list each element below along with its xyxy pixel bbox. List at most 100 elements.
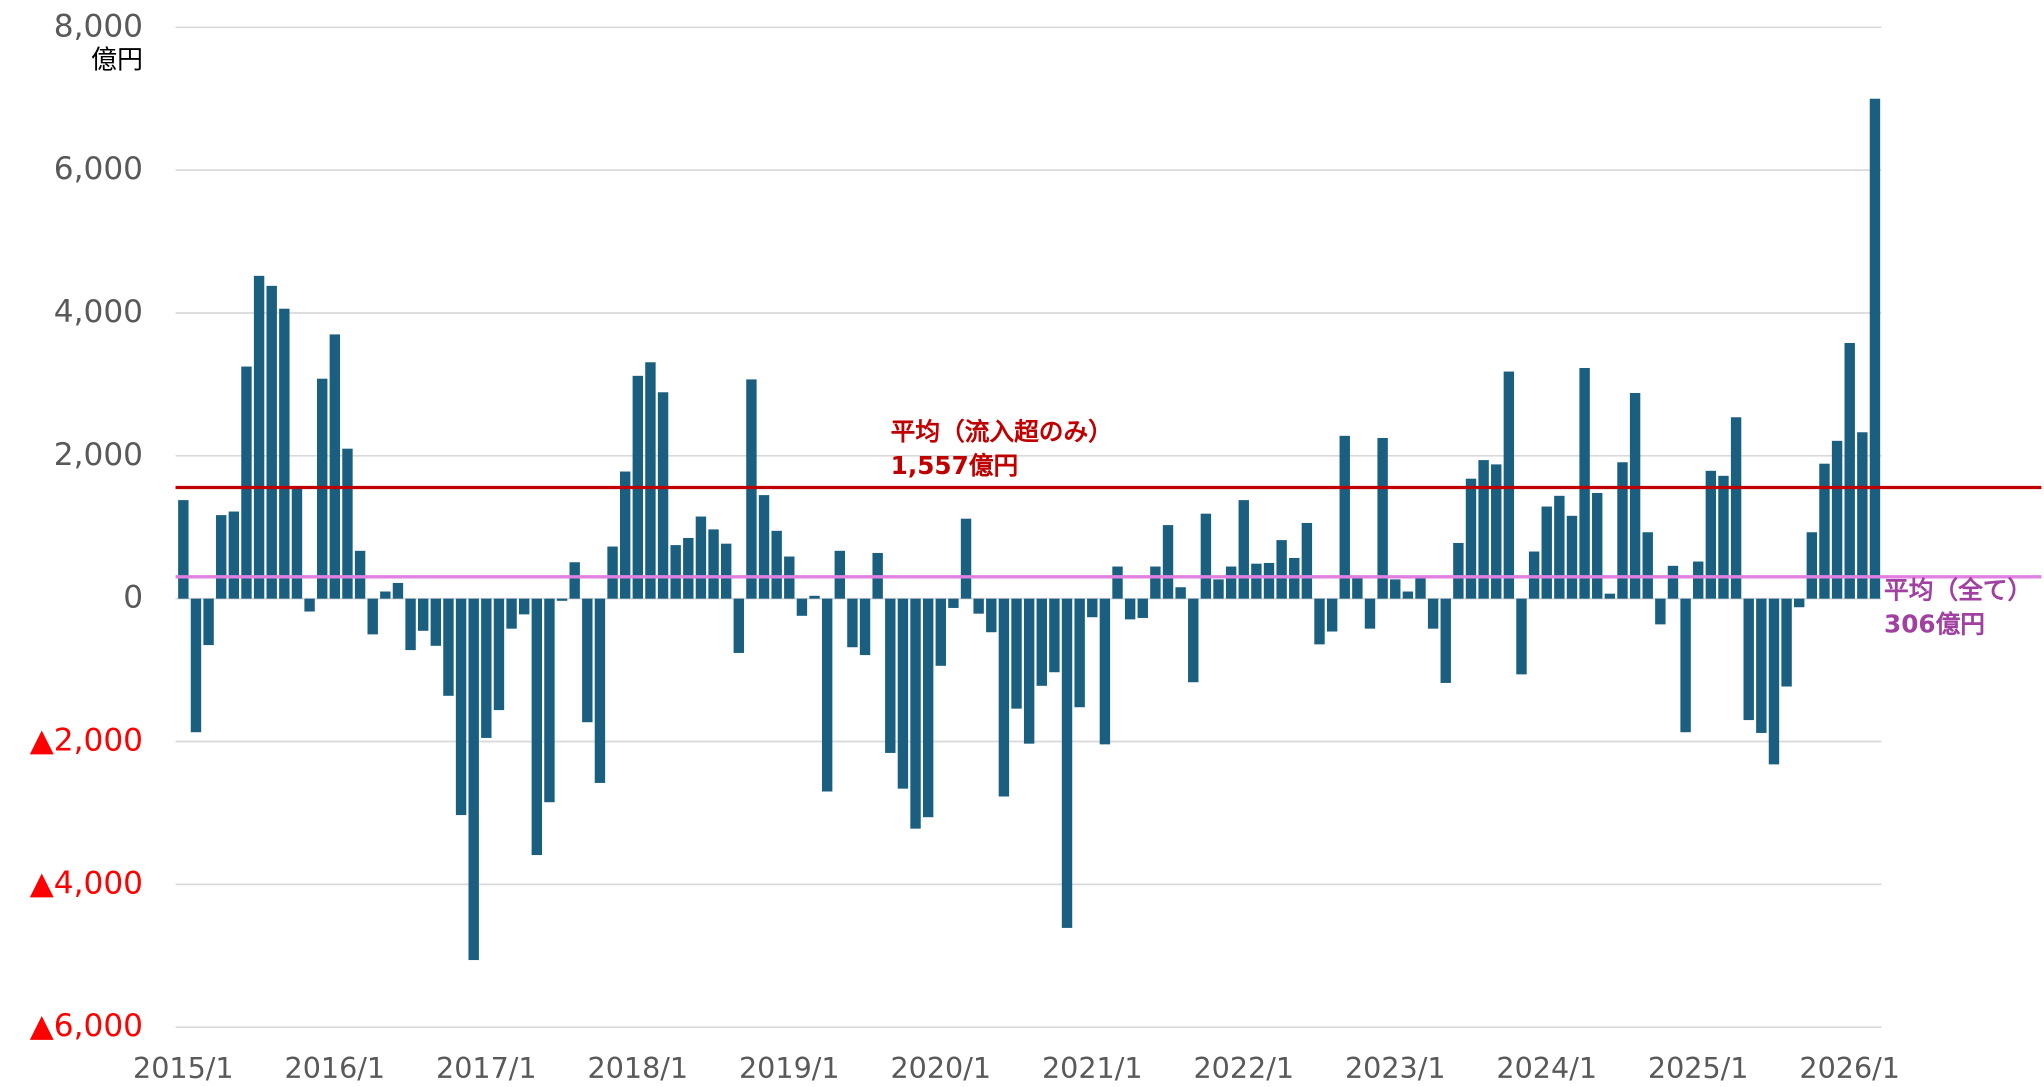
bar: [556, 598, 568, 601]
bar: [1579, 367, 1590, 599]
bar: [329, 334, 341, 599]
bar: [771, 530, 782, 599]
bar: [1124, 598, 1136, 620]
bar: [216, 515, 227, 599]
bar: [1629, 392, 1641, 599]
bar: [1137, 598, 1148, 618]
bar: [531, 598, 543, 856]
bar: [1314, 598, 1325, 645]
bar: [1781, 598, 1792, 687]
bar: [569, 562, 580, 599]
bar: [1023, 598, 1035, 744]
x-tick-label: 2025/1: [1648, 1051, 1749, 1085]
x-tick-label: 2022/1: [1193, 1051, 1294, 1085]
bar: [506, 598, 517, 629]
x-tick-label: 2026/1: [1799, 1051, 1900, 1085]
bar: [241, 366, 252, 599]
x-tick-label: 2021/1: [1042, 1051, 1143, 1085]
bar: [544, 598, 555, 803]
average-value-label: 1,557億円: [891, 451, 1018, 480]
bar: [1074, 598, 1085, 708]
bar: [1175, 587, 1186, 599]
bar: [1301, 522, 1313, 599]
bar: [279, 308, 290, 599]
x-tick-label: 2016/1: [285, 1051, 386, 1085]
bar: [1705, 470, 1717, 599]
bar: [342, 448, 353, 599]
bar: [253, 275, 265, 599]
bar: [1377, 437, 1388, 599]
bar: [796, 598, 808, 616]
bar: [645, 362, 656, 599]
y-tick-label: 0: [123, 580, 143, 616]
bar: [1200, 513, 1212, 599]
bar: [998, 598, 1010, 797]
bar: [834, 550, 845, 599]
x-tick-label: 2019/1: [739, 1051, 840, 1085]
bar: [304, 598, 315, 612]
bar: [1667, 565, 1679, 599]
bar: [1036, 598, 1047, 686]
bar: [1756, 598, 1767, 733]
bar: [695, 516, 707, 599]
bar: [960, 518, 972, 599]
bar: [1794, 598, 1805, 608]
bar: [1730, 417, 1742, 599]
bar: [670, 545, 681, 599]
bar: [468, 598, 479, 961]
bar: [657, 392, 669, 599]
bar: [1150, 566, 1161, 599]
bar: [418, 598, 429, 631]
average-label: 平均（全て）: [1884, 576, 2032, 605]
y-tick-label: 8,000: [54, 8, 143, 44]
bar: [1188, 598, 1199, 683]
bar: [1554, 495, 1565, 599]
bar: [203, 598, 214, 646]
bar: [619, 471, 631, 599]
bar: [1402, 591, 1414, 599]
bar: [481, 598, 492, 738]
bar: [1516, 598, 1527, 675]
bar: [733, 598, 745, 653]
bar: [1869, 98, 1881, 599]
bar: [897, 598, 909, 789]
bar: [758, 495, 770, 599]
y-tick-label: 2,000: [54, 437, 143, 473]
bar: [1819, 463, 1830, 599]
bar: [1642, 532, 1653, 599]
bar: [1225, 566, 1237, 599]
bar: [1276, 540, 1287, 599]
x-tick-label: 2024/1: [1496, 1051, 1597, 1085]
x-tick-label: 2015/1: [133, 1051, 234, 1085]
bar: [1427, 598, 1439, 629]
bar: [1364, 598, 1376, 629]
bar: [1806, 532, 1818, 599]
y-tick-label: 4,000: [54, 294, 143, 330]
bar: [1478, 460, 1489, 599]
bar: [1087, 598, 1098, 618]
bar: [1162, 525, 1174, 599]
bar: [1680, 598, 1691, 733]
y-tick-label: ▲6,000: [30, 1008, 143, 1044]
bar: [809, 595, 820, 599]
bar: [720, 543, 732, 599]
y-unit: 億円: [91, 46, 143, 76]
bar: [380, 591, 391, 599]
bar: [178, 500, 189, 599]
x-tick-label: 2023/1: [1345, 1051, 1446, 1085]
bar: [986, 598, 997, 633]
bar: [594, 598, 606, 783]
bar: [1263, 562, 1275, 599]
bar: [683, 537, 694, 599]
bar: [948, 598, 959, 608]
bar: [1831, 440, 1843, 599]
bar: [354, 550, 366, 599]
bar: [1415, 577, 1426, 599]
bar: [1112, 566, 1123, 599]
bar: [1528, 551, 1540, 599]
bar: [518, 598, 530, 615]
bar: [885, 598, 896, 753]
bar: [1453, 542, 1464, 599]
bar: [1743, 598, 1754, 721]
